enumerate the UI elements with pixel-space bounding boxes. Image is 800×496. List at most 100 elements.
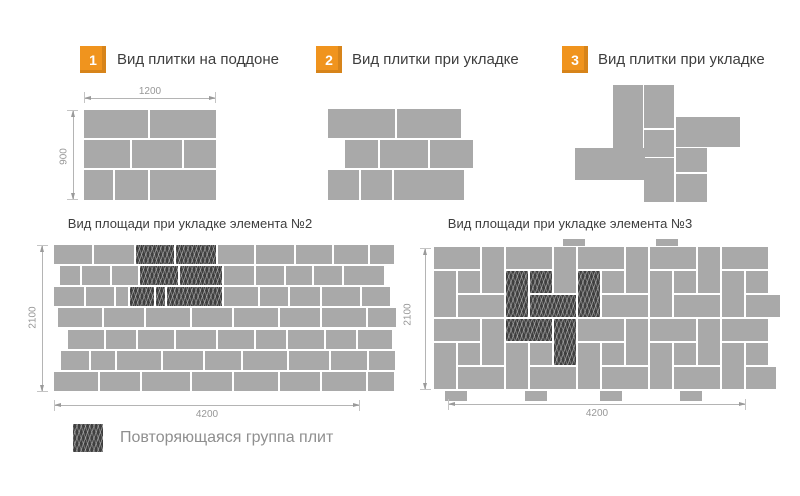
step-3-title: Вид плитки при укладке	[598, 51, 765, 68]
paver-tile	[434, 319, 480, 341]
paver-tile	[722, 247, 768, 269]
paver-tile	[260, 287, 288, 306]
paver-tile	[626, 319, 648, 365]
paver-tile	[626, 247, 648, 293]
paver-tile	[328, 109, 395, 138]
paver-tile	[563, 239, 585, 246]
step-3-badge: 3	[562, 46, 588, 73]
pallet-diagram	[84, 110, 216, 200]
paver-tile	[530, 343, 552, 365]
paver-tile	[54, 287, 84, 306]
paver-tile	[362, 287, 390, 306]
pallet-width-dim-line	[84, 96, 216, 100]
paver-tile	[84, 110, 148, 138]
paver-tile	[68, 330, 104, 349]
paver-tile	[458, 343, 480, 365]
legend-hatched-swatch	[73, 424, 103, 452]
paver-tile	[84, 170, 113, 200]
paver-tile	[280, 372, 320, 391]
field-3-height-dim-line	[423, 248, 427, 390]
paver-tile	[334, 245, 368, 264]
paver-tile	[746, 295, 780, 317]
paver-tile	[328, 170, 359, 200]
paver-tile	[674, 367, 720, 389]
dim-tick	[54, 400, 55, 411]
paver-tile	[54, 245, 92, 264]
paver-tile	[290, 287, 320, 306]
paver-tile	[578, 319, 624, 341]
paver-tile-repeating-group	[136, 245, 174, 264]
step-2-badge: 2	[316, 46, 342, 73]
paver-tile	[112, 266, 138, 285]
field-3-height-label: 2100	[402, 303, 414, 326]
paver-tile	[602, 295, 648, 317]
paver-tile	[224, 287, 258, 306]
paver-tile	[746, 271, 768, 293]
paver-tile	[613, 85, 643, 148]
paver-tile-repeating-group	[554, 319, 576, 365]
paver-tile-repeating-group	[506, 319, 552, 341]
dim-tick	[84, 92, 85, 103]
legend-label: Повторяющаяся группа плит	[120, 429, 334, 446]
paver-tile	[530, 367, 576, 389]
paver-tile-repeating-group	[530, 295, 576, 317]
paver-tile	[288, 330, 324, 349]
paver-tile	[602, 271, 624, 293]
paver-tile	[142, 372, 190, 391]
paver-tile	[218, 245, 254, 264]
paver-tile	[192, 372, 232, 391]
paver-tile	[54, 372, 98, 391]
paver-tile	[674, 271, 696, 293]
paver-tile	[680, 391, 702, 401]
paver-tile	[184, 140, 216, 168]
step-1-badge: 1	[80, 46, 106, 73]
paver-tile	[61, 351, 89, 370]
paver-tile	[117, 351, 161, 370]
field-2-width-dim-line	[54, 403, 360, 407]
paver-tile	[104, 308, 144, 327]
dim-tick	[359, 400, 360, 411]
paver-tile	[676, 174, 707, 202]
paver-tile	[234, 372, 278, 391]
field-3-title: Вид площади при укладке элемента №3	[447, 216, 693, 231]
step-2-title: Вид плитки при укладке	[352, 51, 519, 68]
paver-tile	[554, 247, 576, 293]
paver-tile	[106, 330, 136, 349]
paver-tile	[84, 140, 130, 168]
paver-tile	[578, 343, 600, 389]
paver-tile	[674, 295, 720, 317]
paver-tile	[458, 295, 504, 317]
paver-tile-repeating-group	[176, 245, 216, 264]
paver-tile	[600, 391, 622, 401]
field-2-title: Вид площади при укладке элемента №2	[67, 216, 313, 231]
paver-tile	[91, 351, 115, 370]
paver-tile	[86, 287, 114, 306]
field-3-width-dim-line	[448, 402, 746, 406]
paver-tile	[380, 140, 428, 168]
paver-tile	[397, 109, 461, 138]
paver-tile	[698, 247, 720, 293]
pallet-width-label: 1200	[138, 86, 162, 97]
paver-tile-repeating-group	[578, 271, 600, 317]
paver-tile-repeating-group	[156, 287, 165, 306]
paver-tile	[434, 271, 456, 317]
paver-tile	[644, 130, 674, 157]
field-2-diagram	[54, 245, 396, 393]
paver-tile	[575, 148, 645, 180]
paver-tile	[650, 247, 696, 269]
paver-tile	[458, 367, 504, 389]
paver-tile	[58, 308, 102, 327]
paver-tile	[656, 239, 678, 246]
paver-tile	[434, 343, 456, 389]
field-3-width-label: 4200	[585, 408, 609, 419]
dim-tick	[37, 245, 48, 246]
paver-tile	[296, 245, 332, 264]
dim-tick	[67, 199, 78, 200]
dim-tick	[420, 248, 431, 249]
paver-tile	[358, 330, 392, 349]
paver-tile-repeating-group	[530, 271, 552, 293]
paver-tile	[150, 110, 216, 138]
paver-tile	[482, 319, 504, 365]
laying-pattern-3-diagram	[575, 85, 745, 205]
